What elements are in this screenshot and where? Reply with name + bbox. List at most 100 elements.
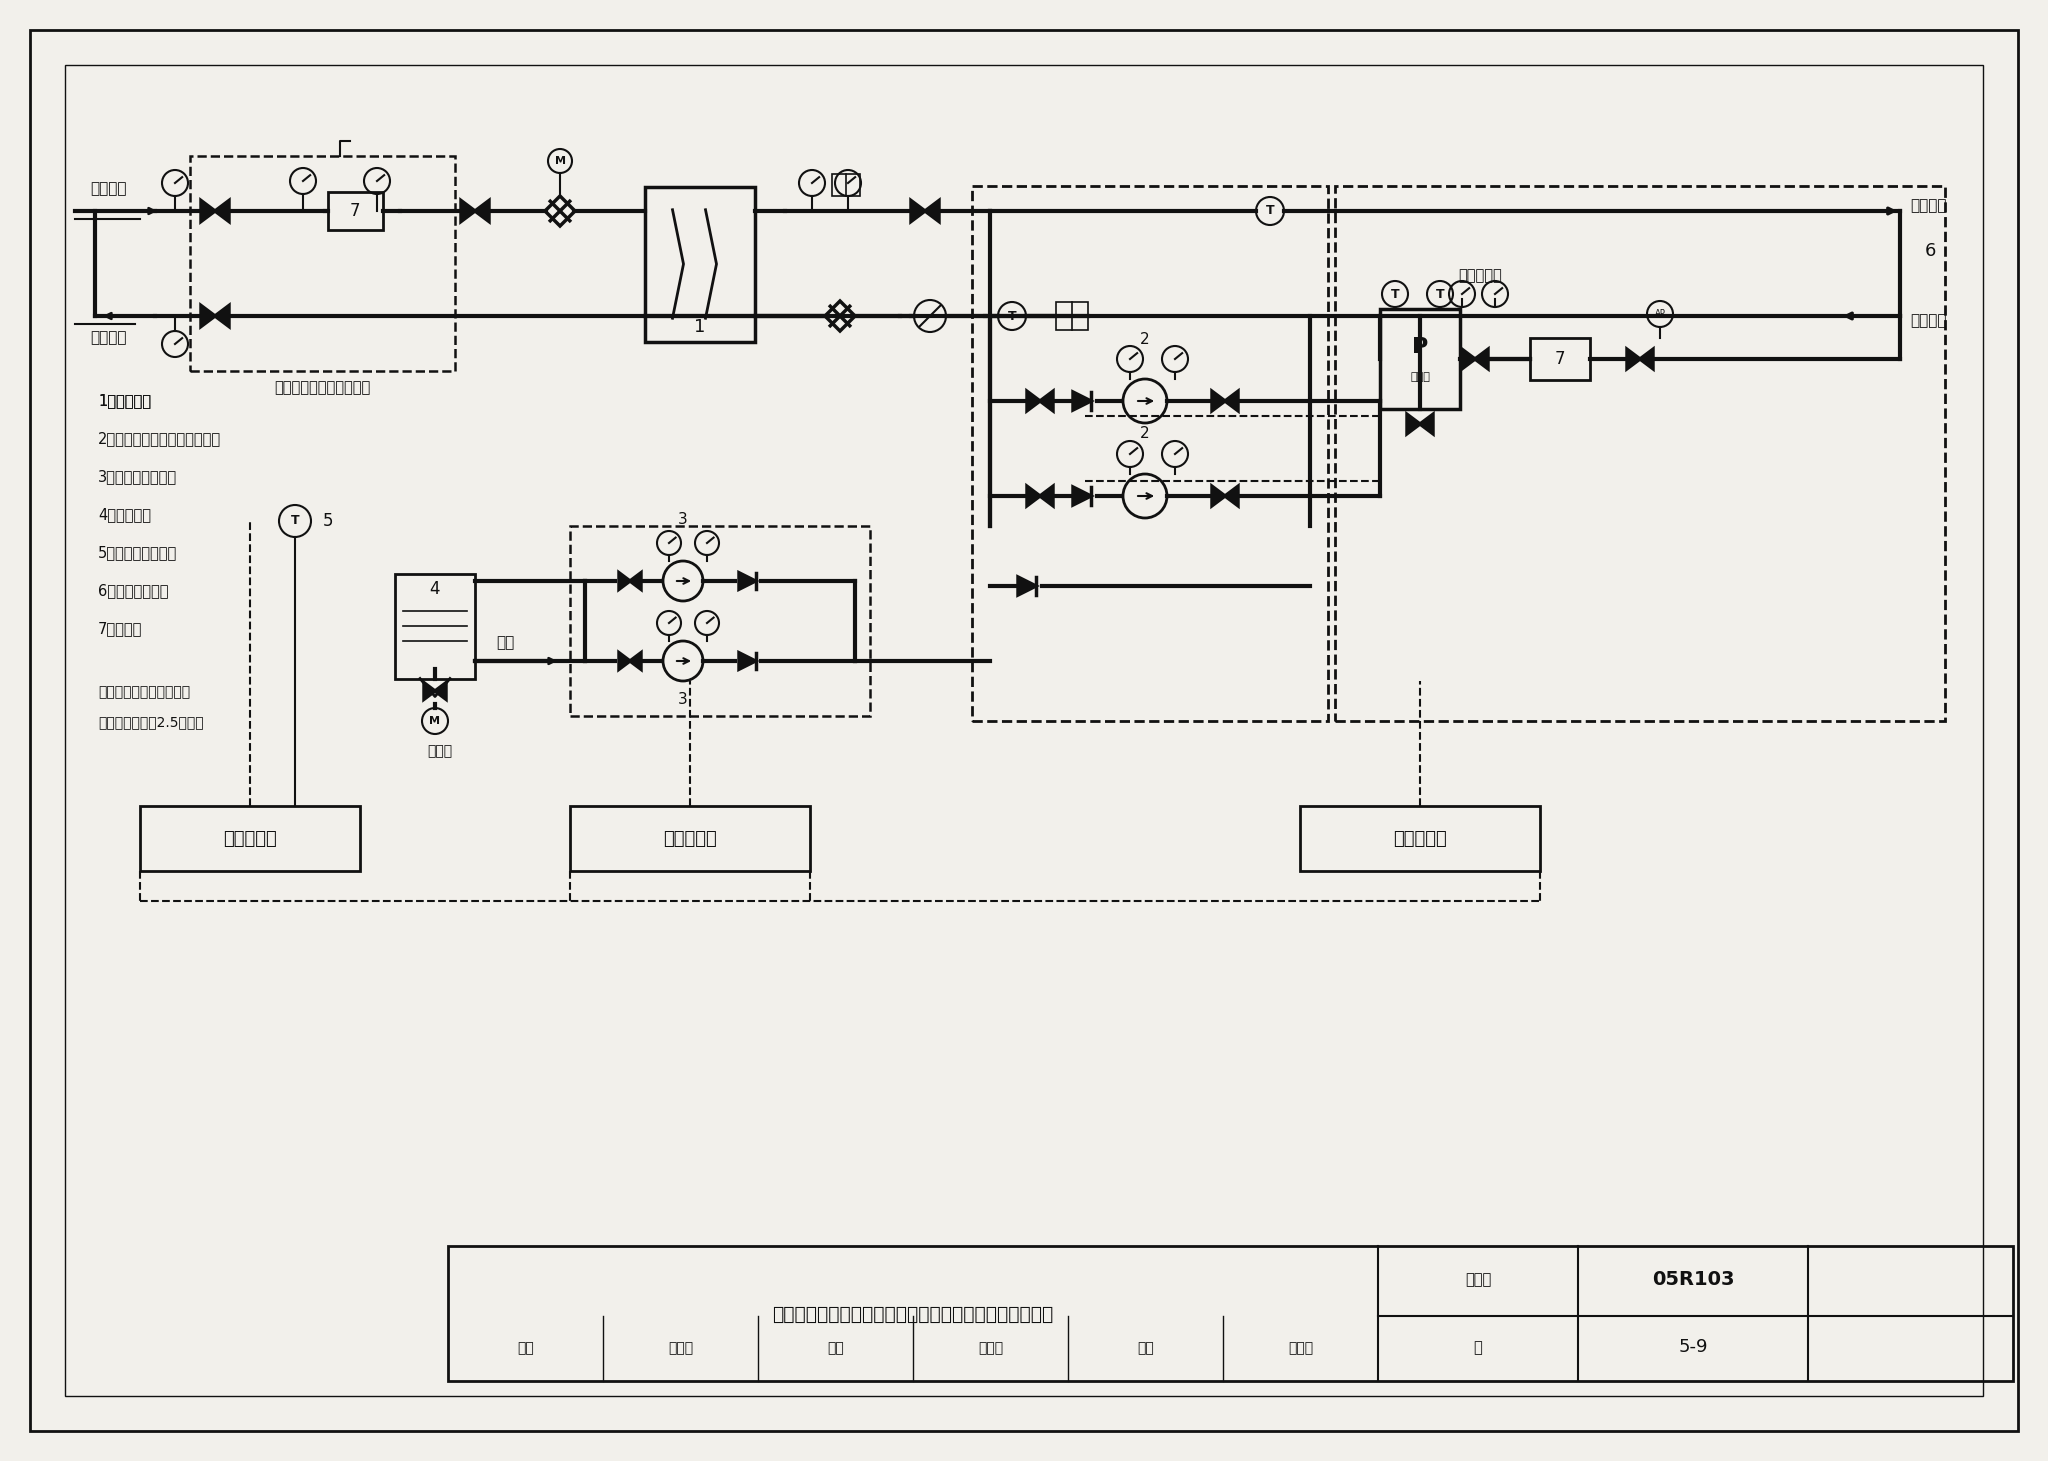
- Bar: [139, 806, 360, 871]
- Text: 7－除污器: 7－除污器: [98, 621, 143, 637]
- Text: 沙玉兰: 沙玉兰: [979, 1341, 1004, 1356]
- Text: 热交换站循环水泵的变流量调节及补给水泵变频定压系统: 热交换站循环水泵的变流量调节及补给水泵变频定压系统: [772, 1305, 1053, 1324]
- Polygon shape: [739, 573, 756, 589]
- Bar: [1300, 806, 1540, 871]
- Text: 05R103: 05R103: [1653, 1270, 1735, 1289]
- Text: 取压点: 取压点: [1411, 373, 1430, 381]
- Bar: [395, 574, 475, 678]
- Text: T: T: [1266, 205, 1274, 218]
- Bar: [569, 526, 870, 716]
- Polygon shape: [1040, 487, 1053, 506]
- Text: 6: 6: [1925, 243, 1935, 260]
- Polygon shape: [911, 200, 926, 222]
- Polygon shape: [1407, 415, 1419, 434]
- Polygon shape: [1026, 487, 1040, 506]
- Polygon shape: [1225, 487, 1237, 506]
- Polygon shape: [1073, 487, 1092, 506]
- Text: 熊育铭: 熊育铭: [668, 1341, 692, 1356]
- Polygon shape: [631, 573, 641, 589]
- Text: 在建筑北墙距地2.5米处。: 在建筑北墙距地2.5米处。: [98, 714, 203, 729]
- Polygon shape: [434, 682, 446, 700]
- Polygon shape: [1040, 392, 1053, 411]
- Polygon shape: [424, 682, 434, 700]
- Polygon shape: [461, 200, 475, 222]
- Polygon shape: [1212, 392, 1225, 411]
- Polygon shape: [475, 200, 489, 222]
- Bar: [328, 191, 383, 229]
- Text: 5: 5: [324, 511, 334, 530]
- Polygon shape: [1475, 349, 1489, 368]
- Text: 补水: 补水: [496, 636, 514, 650]
- Bar: [1335, 186, 1946, 720]
- Text: 设计: 设计: [1137, 1341, 1153, 1356]
- Text: 5－室外温度补偿器: 5－室外温度补偿器: [98, 545, 178, 561]
- Text: 3－补水泵（调频）: 3－补水泵（调频）: [98, 469, 176, 485]
- Text: 1－热交换器: 1－热交换器: [98, 393, 152, 409]
- Text: 变频控制柜: 变频控制柜: [1393, 830, 1446, 847]
- Bar: [1057, 302, 1087, 330]
- Polygon shape: [618, 573, 631, 589]
- Text: P: P: [1411, 337, 1427, 356]
- Text: 6－用户（负载）: 6－用户（负载）: [98, 583, 168, 599]
- Text: T: T: [1436, 288, 1444, 301]
- Text: AP: AP: [1655, 310, 1665, 318]
- Text: 一级热网热量，流量计量: 一级热网热量，流量计量: [274, 380, 371, 396]
- Polygon shape: [1462, 349, 1475, 368]
- Bar: [831, 174, 860, 196]
- Polygon shape: [926, 200, 938, 222]
- Text: T: T: [1008, 310, 1016, 323]
- Bar: [1380, 308, 1460, 409]
- Bar: [569, 806, 811, 871]
- Text: 7: 7: [350, 202, 360, 221]
- Text: T: T: [291, 514, 299, 527]
- Text: 压差传感器: 压差传感器: [1458, 269, 1501, 283]
- Text: 校对: 校对: [827, 1341, 844, 1356]
- Polygon shape: [739, 653, 756, 669]
- Text: 7: 7: [1554, 351, 1565, 368]
- Polygon shape: [1640, 349, 1653, 368]
- Text: 4－软化水箱: 4－软化水箱: [98, 507, 152, 523]
- Text: 接地器: 接地器: [428, 744, 453, 758]
- Text: 变频控制柜: 变频控制柜: [664, 830, 717, 847]
- Polygon shape: [201, 305, 215, 326]
- Bar: [190, 156, 455, 371]
- Text: 刘继兴: 刘继兴: [1288, 1341, 1313, 1356]
- Text: 热网回水: 热网回水: [90, 330, 127, 345]
- Polygon shape: [1225, 392, 1237, 411]
- Text: 3: 3: [678, 511, 688, 526]
- Text: 图集号: 图集号: [1464, 1273, 1491, 1287]
- Text: 4: 4: [430, 580, 440, 599]
- Text: 1: 1: [694, 318, 707, 336]
- Text: T: T: [1391, 288, 1399, 301]
- Text: 自动控制箱: 自动控制箱: [223, 830, 276, 847]
- Polygon shape: [1419, 415, 1434, 434]
- Text: 系统回水: 系统回水: [1911, 314, 1946, 329]
- Polygon shape: [1626, 349, 1640, 368]
- Text: 2－一级热水循环水泵（调频）: 2－一级热水循环水泵（调频）: [98, 431, 221, 447]
- Bar: [1530, 337, 1589, 380]
- Polygon shape: [1026, 392, 1040, 411]
- Polygon shape: [1212, 487, 1225, 506]
- Text: 2: 2: [1141, 427, 1149, 441]
- Polygon shape: [1018, 577, 1036, 595]
- Polygon shape: [1073, 392, 1092, 411]
- Text: 热网供水: 热网供水: [90, 181, 127, 196]
- Bar: [973, 186, 1327, 720]
- Bar: [449, 1246, 2013, 1381]
- Polygon shape: [215, 200, 229, 222]
- Text: 系统供水: 系统供水: [1911, 199, 1946, 213]
- Polygon shape: [215, 305, 229, 326]
- Text: M: M: [430, 716, 440, 726]
- Text: 注：室外温度传感器安装: 注：室外温度传感器安装: [98, 685, 190, 698]
- Text: M: M: [555, 156, 565, 167]
- Text: 2: 2: [1141, 332, 1149, 346]
- Text: 3: 3: [678, 691, 688, 707]
- Bar: [645, 187, 756, 342]
- Text: 审核: 审核: [518, 1341, 535, 1356]
- Polygon shape: [631, 653, 641, 669]
- Text: 5-9: 5-9: [1677, 1338, 1708, 1356]
- Polygon shape: [201, 200, 215, 222]
- Text: 1－热交换器: 1－热交换器: [98, 393, 152, 409]
- Text: 页: 页: [1475, 1340, 1483, 1354]
- Polygon shape: [618, 653, 631, 669]
